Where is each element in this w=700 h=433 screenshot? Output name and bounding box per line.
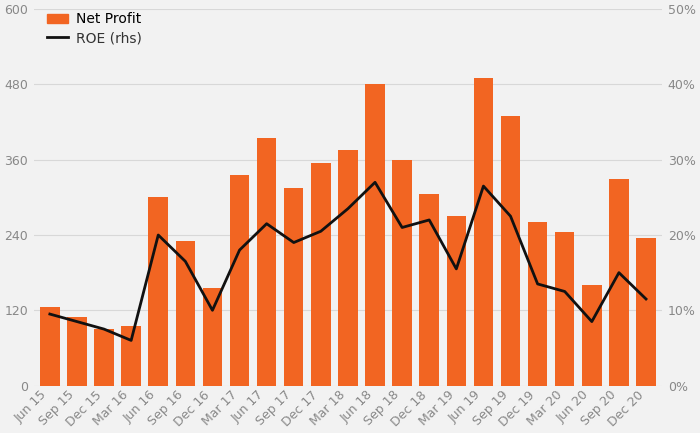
Bar <box>284 188 304 385</box>
Bar <box>121 326 141 385</box>
Bar <box>609 178 629 385</box>
Bar <box>94 329 114 385</box>
Bar <box>419 194 439 385</box>
Bar <box>500 116 520 385</box>
Bar <box>176 241 195 385</box>
Bar <box>636 238 656 385</box>
Bar <box>148 197 168 385</box>
Bar <box>257 138 276 385</box>
Bar <box>311 163 330 385</box>
Bar <box>528 223 547 385</box>
Bar <box>338 150 358 385</box>
Bar <box>230 175 249 385</box>
Bar <box>582 285 601 385</box>
Bar <box>555 232 575 385</box>
Legend: Net Profit, ROE (rhs): Net Profit, ROE (rhs) <box>47 13 142 45</box>
Bar <box>203 288 222 385</box>
Bar <box>365 84 385 385</box>
Bar <box>474 78 494 385</box>
Bar <box>40 307 60 385</box>
Bar <box>393 160 412 385</box>
Bar <box>447 216 466 385</box>
Bar <box>67 317 87 385</box>
